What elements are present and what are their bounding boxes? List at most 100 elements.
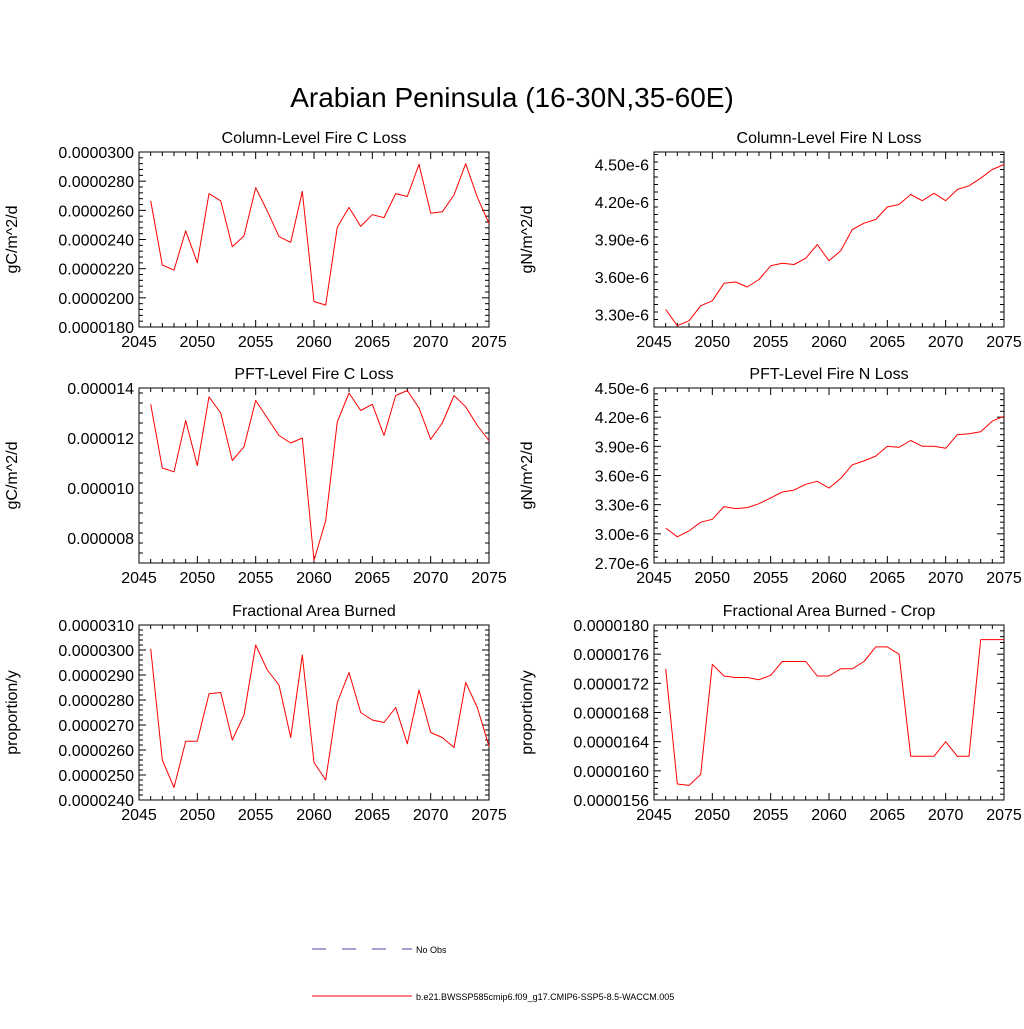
y-tick-label: 0.0000240 [58,233,134,250]
x-tick-label: 2070 [928,807,964,824]
y-tick-label: 0.0000300 [58,643,134,660]
x-tick-label: 2065 [355,570,391,587]
x-tick-label: 2060 [811,570,847,587]
y-tick-label: 3.00e-6 [595,527,649,544]
y-tick-label: 3.60e-6 [595,270,649,287]
x-tick-label: 2060 [811,334,847,351]
x-tick-label: 2070 [928,570,964,587]
chart-title: Fractional Area Burned - Crop [723,603,936,620]
y-axis-label: proportion/y [519,670,536,755]
x-tick-label: 2050 [180,334,216,351]
x-tick-label: 2075 [986,334,1022,351]
y-tick-label: 0.0000172 [573,676,649,693]
chart-panel-4: PFT-Level Fire N Loss gN/m^2/d 2045 2050 205… [519,366,1022,587]
legend-label-no-obs: No Obs [416,945,447,955]
x-tick-label: 2045 [121,334,157,351]
chart-title: PFT-Level Fire C Loss [234,366,393,383]
y-tick-label: 0.0000270 [58,718,134,735]
x-tick-label: 2045 [636,807,672,824]
chart-title: Column-Level Fire N Loss [737,130,922,147]
plot-frame [653,624,1005,801]
chart-panel-1: Column-Level Fire C Loss gC/m^2/d 2045 2050… [4,130,507,351]
plot-frame [653,387,1005,564]
series-line [665,164,1005,327]
x-tick-label: 2060 [296,570,332,587]
y-tick-label: 3.30e-6 [595,308,649,325]
x-tick-label: 2045 [636,334,672,351]
x-tick-label: 2045 [636,570,672,587]
chart-panel-3: PFT-Level Fire C Loss gC/m^2/d 2045 2050 205… [4,366,507,587]
y-tick-label: 3.60e-6 [595,469,649,486]
x-tick-label: 2065 [870,334,906,351]
x-tick-label: 2055 [753,570,789,587]
y-tick-label: 0.0000280 [58,693,134,710]
series-line [665,639,1004,786]
series-line [150,390,490,561]
y-tick-label: 0.0000290 [58,668,134,685]
x-tick-label: 2065 [870,570,906,587]
y-tick-label: 0.0000250 [58,768,134,785]
y-tick-label: 0.0000310 [58,618,134,635]
x-tick-label: 2070 [413,334,449,351]
x-tick-label: 2055 [238,807,274,824]
y-tick-label: 0.0000168 [573,706,649,723]
series-line [150,163,490,306]
x-tick-label: 2050 [695,807,731,824]
x-tick-label: 2070 [928,334,964,351]
x-tick-label: 2055 [753,334,789,351]
series-line [665,415,1005,538]
y-axis-label: proportion/y [4,670,21,755]
x-tick-label: 2050 [180,807,216,824]
y-axis-label: gC/m^2/d [4,206,21,274]
chart-panel-6: Fractional Area Burned - Crop proportion/… [519,603,1022,824]
y-tick-label: 0.0000300 [58,145,134,162]
x-tick-label: 2065 [355,807,391,824]
x-tick-label: 2060 [296,334,332,351]
y-tick-label: 0.0000164 [573,735,649,752]
plot-frame [138,624,490,801]
x-tick-label: 2065 [870,807,906,824]
x-tick-label: 2075 [986,570,1022,587]
y-tick-label: 0.0000160 [573,764,649,781]
x-tick-label: 2065 [355,334,391,351]
chart-title: Column-Level Fire C Loss [222,130,407,147]
chart-panels: Column-Level Fire C Loss gC/m^2/d 2045 2050… [4,130,1022,824]
x-tick-label: 2055 [238,570,274,587]
y-tick-label: 0.0000260 [58,203,134,220]
y-tick-label: 3.90e-6 [595,233,649,250]
y-tick-label: 4.50e-6 [595,158,649,175]
y-tick-label: 0.0000180 [58,320,134,337]
legend-label-model: b.e21.BWSSP585cmip6.f09_g17.CMIP6-SSP5-8… [416,992,674,1002]
x-tick-label: 2045 [121,570,157,587]
chart-title: PFT-Level Fire N Loss [749,366,908,383]
x-tick-label: 2045 [121,807,157,824]
y-tick-label: 2.70e-6 [595,556,649,573]
x-tick-label: 2070 [413,570,449,587]
x-tick-label: 2060 [811,807,847,824]
plot-frame [653,151,1005,328]
x-tick-label: 2050 [180,570,216,587]
x-tick-label: 2075 [986,807,1022,824]
y-tick-label: 3.90e-6 [595,439,649,456]
y-tick-label: 0.0000280 [58,174,134,191]
x-tick-label: 2075 [471,570,507,587]
series-line [150,644,490,788]
chart-title: Fractional Area Burned [232,603,396,620]
y-tick-label: 4.20e-6 [595,410,649,427]
x-tick-label: 2050 [695,570,731,587]
legend: No Obs b.e21.BWSSP585cmip6.f09_g17.CMIP6… [312,945,674,1002]
x-tick-label: 2070 [413,807,449,824]
y-tick-label: 4.50e-6 [595,381,649,398]
chart-panel-2: Column-Level Fire N Loss gN/m^2/d 2045 2050… [519,130,1022,351]
y-axis-label: gN/m^2/d [519,206,536,274]
y-tick-label: 3.30e-6 [595,498,649,515]
y-axis-label: gC/m^2/d [4,442,21,510]
x-tick-label: 2055 [238,334,274,351]
y-tick-label: 0.000010 [67,481,134,498]
y-tick-label: 0.0000260 [58,743,134,760]
x-tick-label: 2060 [296,807,332,824]
y-tick-label: 4.20e-6 [595,195,649,212]
y-tick-label: 0.0000220 [58,262,134,279]
